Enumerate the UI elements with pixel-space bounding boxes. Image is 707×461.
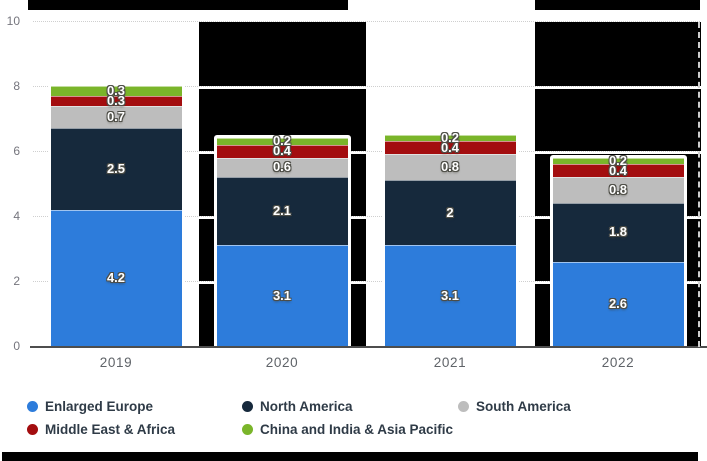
bar-segment-south-america[interactable]: 0.6 bbox=[216, 157, 348, 177]
gridline bbox=[33, 86, 700, 87]
legend-dot-icon bbox=[27, 424, 38, 435]
redaction-box bbox=[199, 22, 366, 86]
bar-value-label: 0.6 bbox=[272, 159, 292, 175]
bar-2019: 0.3 0.3 0.7 2.5 4.2 bbox=[47, 83, 185, 346]
legend-dot-icon bbox=[458, 401, 469, 412]
redaction-box bbox=[28, 0, 348, 10]
bar-value-label: 2 bbox=[446, 204, 454, 220]
gridline bbox=[33, 216, 700, 217]
redaction-box bbox=[535, 0, 700, 10]
bar-value-label: 3.1 bbox=[272, 287, 292, 303]
bar-value-label: 0.2 bbox=[608, 152, 628, 168]
gridline bbox=[33, 281, 700, 282]
bar-segment-enlarged-europe[interactable]: 3.1 bbox=[216, 245, 348, 346]
bar-segment-china-and-india-asia-pacific[interactable]: 0.2 bbox=[384, 131, 516, 145]
x-axis-line bbox=[30, 346, 707, 348]
legend-item-china-and-india-asia-pacific[interactable]: China and India & Asia Pacific bbox=[242, 422, 453, 437]
bar-value-label: 4.2 bbox=[106, 269, 126, 285]
legend-item-north-america[interactable]: North America bbox=[242, 399, 353, 414]
bar-value-label: 0.4 bbox=[272, 143, 292, 158]
legend-item-enlarged-europe[interactable]: Enlarged Europe bbox=[27, 399, 153, 414]
bar-2020: 0.2 0.4 0.6 2.1 3.1 bbox=[213, 134, 351, 346]
bar-segment-middle-east-africa[interactable]: 0.4 bbox=[384, 140, 516, 155]
bar-segment-north-america[interactable]: 1.8 bbox=[552, 203, 684, 262]
x-axis-label-2019: 2019 bbox=[99, 355, 133, 370]
bar-value-label: 2.1 bbox=[272, 203, 292, 219]
bar-segment-enlarged-europe[interactable]: 4.2 bbox=[50, 209, 182, 346]
x-axis-label-2022: 2022 bbox=[601, 355, 635, 370]
bar-value-label: 0.8 bbox=[440, 159, 460, 175]
legend-label: China and India & Asia Pacific bbox=[260, 422, 454, 437]
legend-dot-icon bbox=[27, 401, 38, 412]
bar-value-label: 0.4 bbox=[608, 162, 628, 178]
bar-segment-middle-east-africa[interactable]: 0.4 bbox=[552, 163, 684, 177]
y-axis-tick-label: 0 bbox=[13, 339, 20, 353]
bar-segment-middle-east-africa[interactable]: 0.3 bbox=[50, 93, 182, 107]
x-axis-label-2021: 2021 bbox=[433, 355, 467, 370]
bar-2022: 0.2 0.4 0.8 1.8 2.6 bbox=[549, 153, 687, 346]
legend-label: Middle East & Africa bbox=[45, 422, 176, 437]
bar-value-label: 2.6 bbox=[608, 295, 628, 311]
bar-value-label: 0.3 bbox=[106, 92, 126, 108]
legend-item-middle-east-africa[interactable]: Middle East & Africa bbox=[27, 422, 175, 437]
bar-value-label: 0.4 bbox=[440, 139, 460, 155]
bar-segment-enlarged-europe[interactable]: 2.6 bbox=[552, 261, 684, 346]
bar-segment-china-and-india-asia-pacific[interactable]: 0.2 bbox=[216, 134, 348, 148]
bar-segment-middle-east-africa[interactable]: 0.4 bbox=[216, 144, 348, 158]
bar-value-label: 0.3 bbox=[106, 82, 126, 98]
bar-segment-south-america[interactable]: 0.7 bbox=[50, 105, 182, 129]
gridline bbox=[33, 21, 700, 22]
bar-value-label: 3.1 bbox=[440, 287, 460, 303]
x-axis-label-2020: 2020 bbox=[265, 355, 299, 370]
bar-segment-china-and-india-asia-pacific[interactable]: 0.3 bbox=[50, 83, 182, 97]
bar-segment-north-america[interactable]: 2.1 bbox=[216, 177, 348, 246]
bar-segment-china-and-india-asia-pacific[interactable]: 0.2 bbox=[552, 153, 684, 167]
bar-segment-north-america[interactable]: 2.5 bbox=[50, 128, 182, 210]
y-axis-tick-label: 10 bbox=[6, 14, 20, 28]
bar-segment-north-america[interactable]: 2 bbox=[384, 180, 516, 246]
bar-2021: 0.2 0.4 0.8 2 3.1 bbox=[381, 131, 519, 346]
bar-segment-south-america[interactable]: 0.8 bbox=[552, 177, 684, 203]
redaction-box bbox=[535, 22, 701, 86]
y-axis-tick-label: 2 bbox=[13, 274, 20, 288]
legend-label: South America bbox=[476, 399, 571, 414]
gridline bbox=[33, 151, 700, 152]
bar-value-label: 2.5 bbox=[106, 160, 126, 176]
legend-label: Enlarged Europe bbox=[45, 399, 154, 414]
y-axis-tick-label: 6 bbox=[13, 144, 20, 158]
redaction-box bbox=[535, 89, 701, 151]
legend-dot-icon bbox=[242, 401, 253, 412]
legend-dot-icon bbox=[242, 424, 253, 435]
plot-right-dashed-border bbox=[698, 22, 700, 347]
legend-item-south-america[interactable]: South America bbox=[458, 399, 571, 414]
bar-segment-enlarged-europe[interactable]: 3.1 bbox=[384, 245, 516, 346]
redaction-box bbox=[2, 452, 698, 461]
bar-value-label: 1.8 bbox=[608, 224, 628, 240]
bar-segment-south-america[interactable]: 0.8 bbox=[384, 154, 516, 181]
bar-value-label: 0.2 bbox=[272, 133, 292, 149]
bar-value-label: 0.8 bbox=[608, 182, 628, 197]
bar-value-label: 0.2 bbox=[440, 130, 460, 145]
y-axis-tick-label: 4 bbox=[13, 209, 20, 223]
legend-label: North America bbox=[260, 399, 353, 414]
y-axis-tick-label: 8 bbox=[13, 79, 20, 93]
bar-value-label: 0.7 bbox=[106, 108, 126, 124]
